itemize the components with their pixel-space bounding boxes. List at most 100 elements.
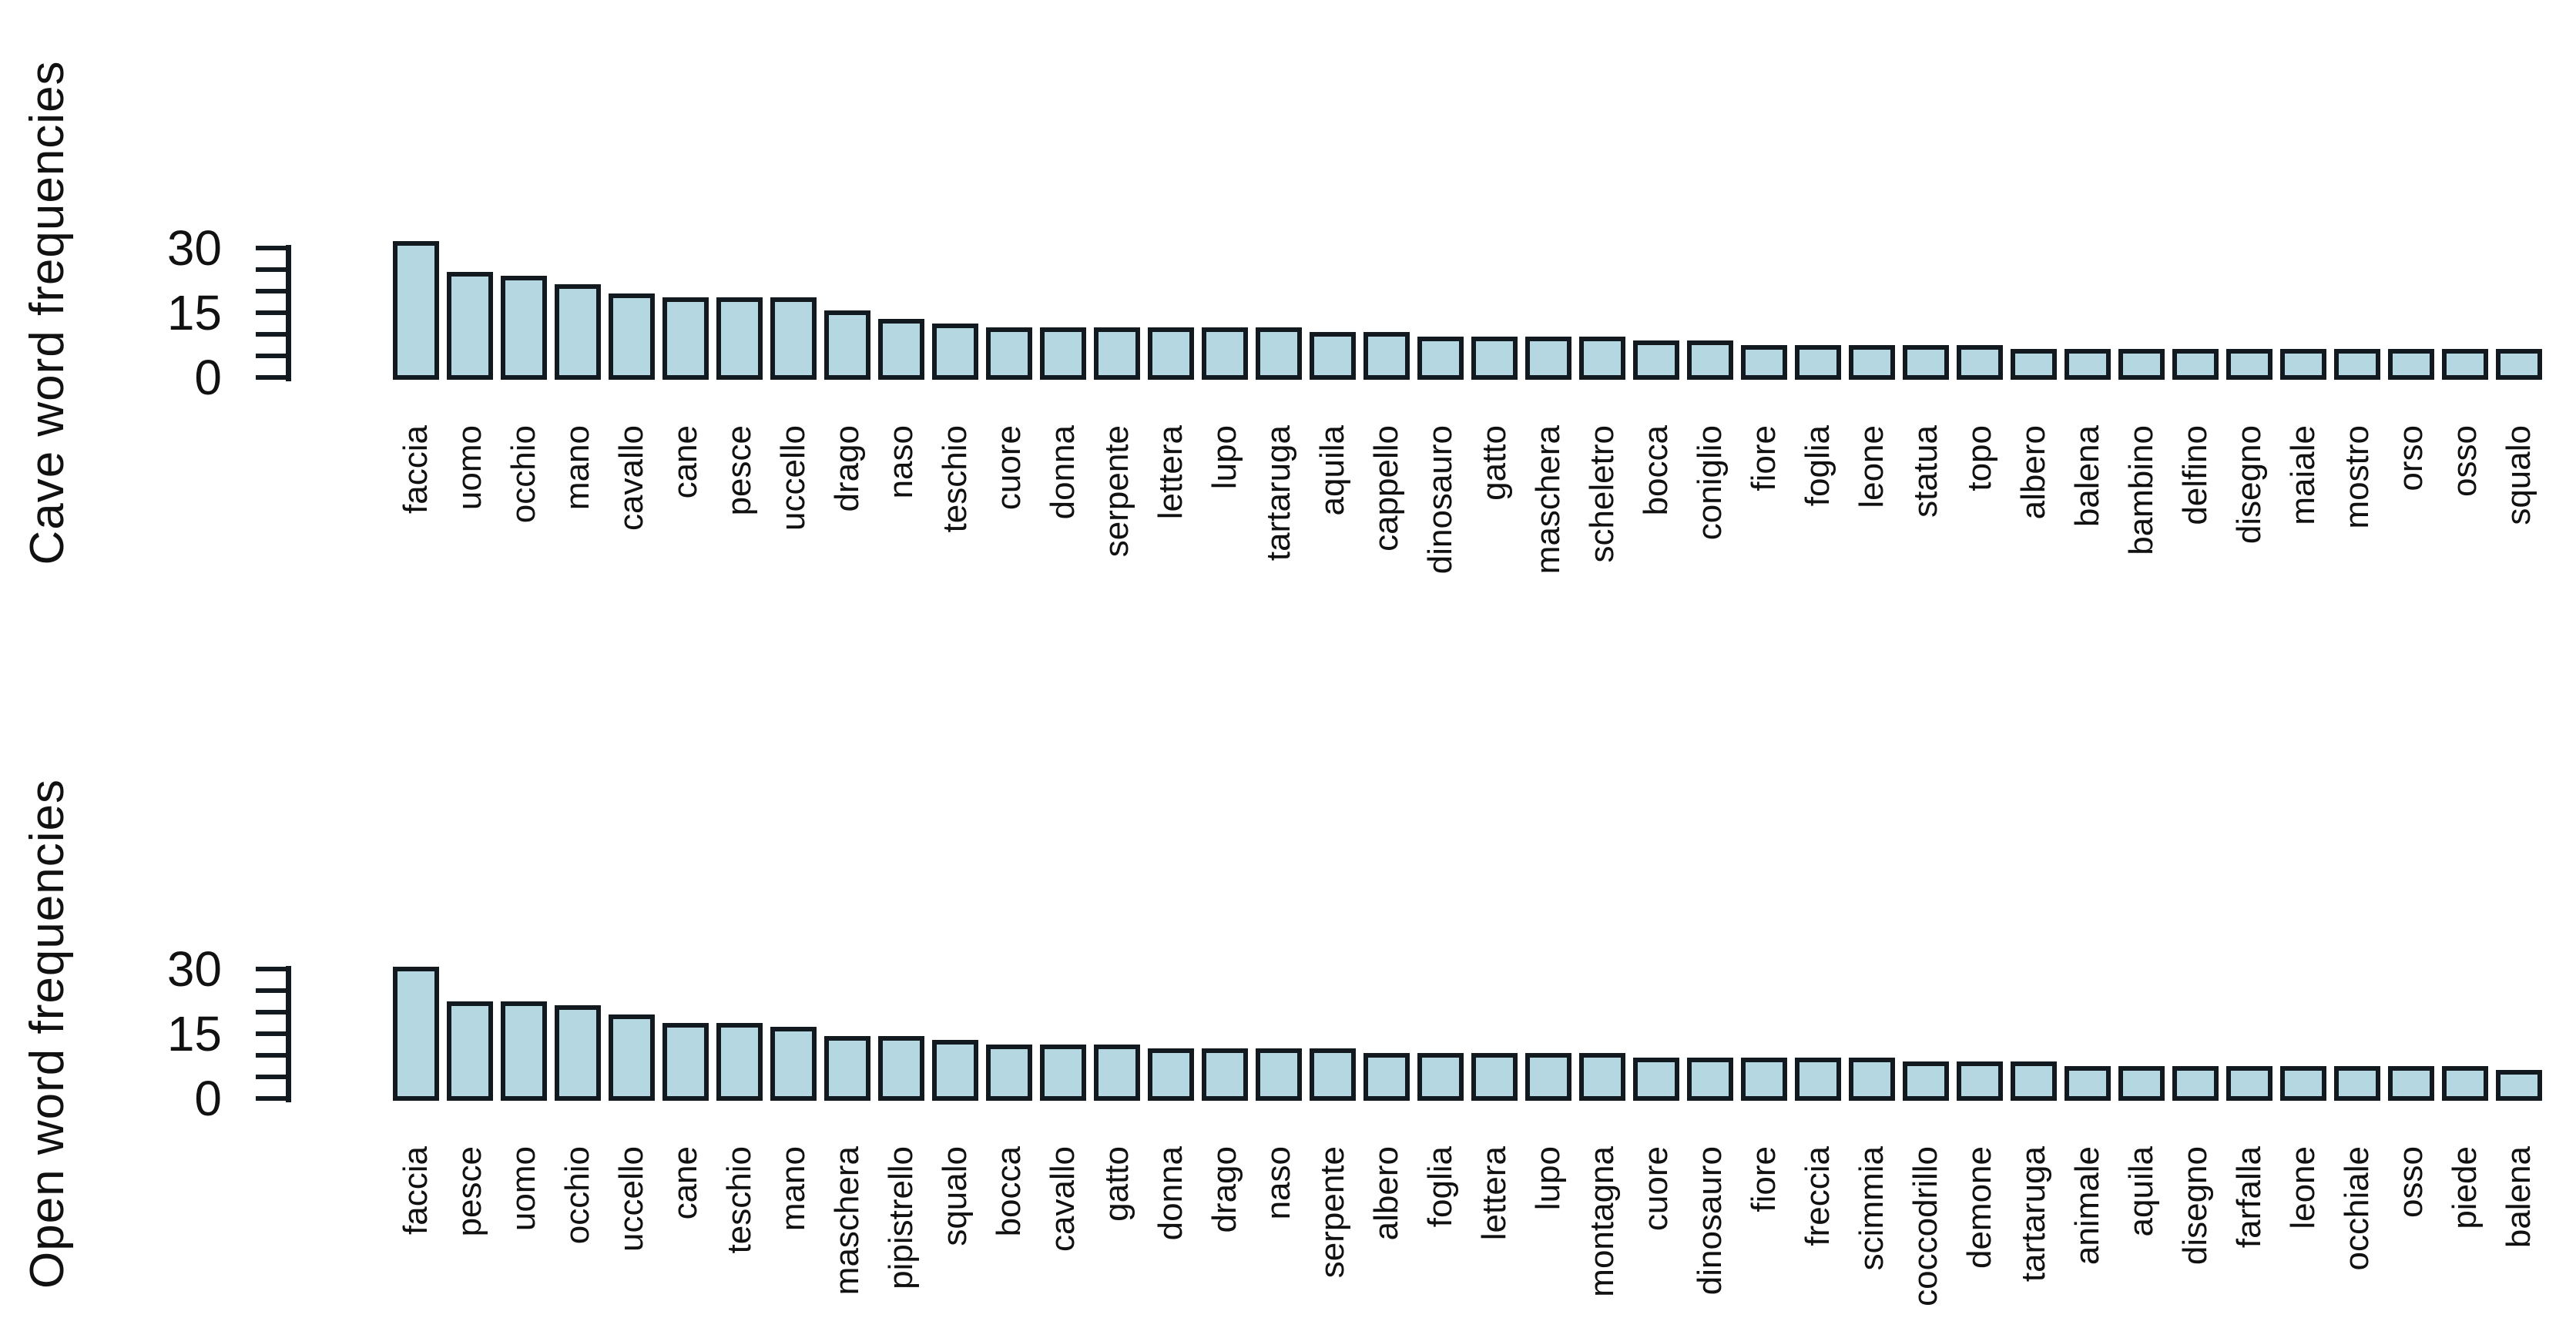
x-tick-label-cell: aquila xyxy=(2118,1146,2165,1236)
x-tick-label-cell: foglia xyxy=(1417,1146,1464,1227)
x-tick-label: faccia xyxy=(397,1146,434,1235)
bar xyxy=(1687,1057,1733,1101)
x-tick-label: scimmia xyxy=(1853,1146,1890,1271)
x-tick-label: cuore xyxy=(1637,1146,1675,1232)
bar xyxy=(393,967,439,1101)
y-axis-tick xyxy=(256,1075,286,1079)
x-tick-label: farfalla xyxy=(2230,1146,2268,1249)
bar xyxy=(1849,1057,1895,1101)
bar xyxy=(2442,1065,2488,1101)
x-tick-label-cell: lupo xyxy=(1525,1146,1571,1210)
bar xyxy=(609,1014,655,1101)
bar xyxy=(2118,1065,2165,1101)
bar xyxy=(2172,349,2219,380)
x-tick-label-cell: tartaruga xyxy=(2011,1146,2057,1282)
x-tick-label-cell: maschera xyxy=(824,1146,870,1295)
x-tick-label-cell: bocca xyxy=(986,1146,1032,1236)
y-tick-label: 0 xyxy=(194,1071,222,1126)
bar xyxy=(2226,349,2272,380)
x-tick-label-cell: uomo xyxy=(501,1146,547,1231)
bar xyxy=(1525,1053,1571,1101)
bar xyxy=(986,1044,1032,1101)
y-tick-label: 15 xyxy=(166,1006,222,1061)
bar xyxy=(2496,1070,2542,1101)
bar xyxy=(770,1027,817,1101)
bar xyxy=(1363,1053,1410,1101)
x-tick-label: uccello xyxy=(612,1146,650,1252)
bar xyxy=(555,1005,601,1101)
bar xyxy=(1202,327,1248,380)
x-tick-label: animale xyxy=(2068,1146,2106,1266)
x-tick-label: drago xyxy=(1206,1146,1243,1233)
y-axis-tick xyxy=(256,967,286,971)
bar xyxy=(1579,1053,1625,1101)
bar xyxy=(2011,349,2057,380)
bar xyxy=(447,271,493,380)
x-tick-label-cell: pesce xyxy=(447,1146,493,1236)
bar xyxy=(501,1001,547,1101)
y-axis-tick xyxy=(256,289,286,293)
bar xyxy=(1148,327,1194,380)
x-tick-label-cell: piede xyxy=(2442,1146,2488,1229)
x-tick-label: gatto xyxy=(1098,1146,1135,1222)
x-tick-label-cell: farfalla xyxy=(2226,1146,2272,1248)
y-axis-title: Open word frequencies xyxy=(21,778,74,1289)
x-tick-label-cell: leone xyxy=(2280,1146,2326,1229)
bar xyxy=(1040,1044,1086,1101)
bar xyxy=(2334,1065,2380,1101)
x-tick-label-cell: freccia xyxy=(1795,1146,1841,1246)
bar xyxy=(1633,1057,1679,1101)
bar xyxy=(1417,1053,1464,1101)
x-tick-label: dinosauro xyxy=(1691,1146,1729,1296)
bar xyxy=(1202,1048,1248,1101)
x-tick-label-cell: coccodrillo xyxy=(1903,1146,1949,1306)
bar xyxy=(662,297,709,380)
y-axis-tick xyxy=(256,332,286,337)
x-tick-label-cell: occhiale xyxy=(2334,1146,2380,1270)
x-tick-label: osso xyxy=(2392,1146,2430,1218)
bar xyxy=(1310,1048,1356,1101)
x-tick-label: squalo xyxy=(936,1146,974,1246)
x-tick-label: disegno xyxy=(2176,1146,2214,1266)
x-tick-label-cell: gatto xyxy=(1094,1146,1140,1222)
x-tick-label: leone xyxy=(2284,1146,2322,1229)
x-tick-label-cell: teschio xyxy=(716,1146,763,1253)
x-tick-label: cavallo xyxy=(1044,1146,1082,1252)
bar xyxy=(1687,340,1733,380)
x-tick-label-cell: naso xyxy=(1256,1146,1302,1219)
x-tick-label-cell: montagna xyxy=(1579,1146,1625,1297)
x-tick-label-cell: disegno xyxy=(2172,1146,2219,1265)
bar xyxy=(1741,344,1787,380)
y-tick-label: 0 xyxy=(194,350,222,405)
bar xyxy=(2388,1065,2434,1101)
x-tick-label: freccia xyxy=(1799,1146,1836,1246)
bar xyxy=(716,297,763,380)
bar xyxy=(1957,1061,2003,1101)
bar xyxy=(393,241,439,380)
x-tick-label: coccodrillo xyxy=(1907,1146,1944,1306)
y-tick-label: 30 xyxy=(166,220,222,276)
x-tick-label: donna xyxy=(1152,1146,1189,1241)
bar xyxy=(1903,344,1949,380)
bar xyxy=(878,319,924,380)
x-tick-label: tartaruga xyxy=(2014,1146,2052,1283)
x-tick-label: cane xyxy=(666,1146,704,1220)
bar xyxy=(824,310,870,380)
bar xyxy=(1310,332,1356,380)
bar xyxy=(501,276,547,380)
x-tick-label-cell: cane xyxy=(662,1146,709,1219)
bar xyxy=(770,297,817,380)
y-axis-tick xyxy=(256,310,286,315)
x-tick-label: naso xyxy=(1259,1146,1297,1220)
x-tick-label: lettera xyxy=(1475,1146,1513,1241)
y-axis-tick xyxy=(256,1010,286,1014)
x-tick-label: occhio xyxy=(558,1146,596,1245)
bar xyxy=(2442,349,2488,380)
bar xyxy=(2011,1061,2057,1101)
x-tick-label-cell: dinosauro xyxy=(1687,1146,1733,1295)
x-tick-label: uomo xyxy=(505,1146,542,1232)
x-tick-label: demone xyxy=(1961,1146,1998,1269)
x-tick-label-cell: squalo xyxy=(932,1146,978,1246)
bar xyxy=(1256,1048,1302,1101)
